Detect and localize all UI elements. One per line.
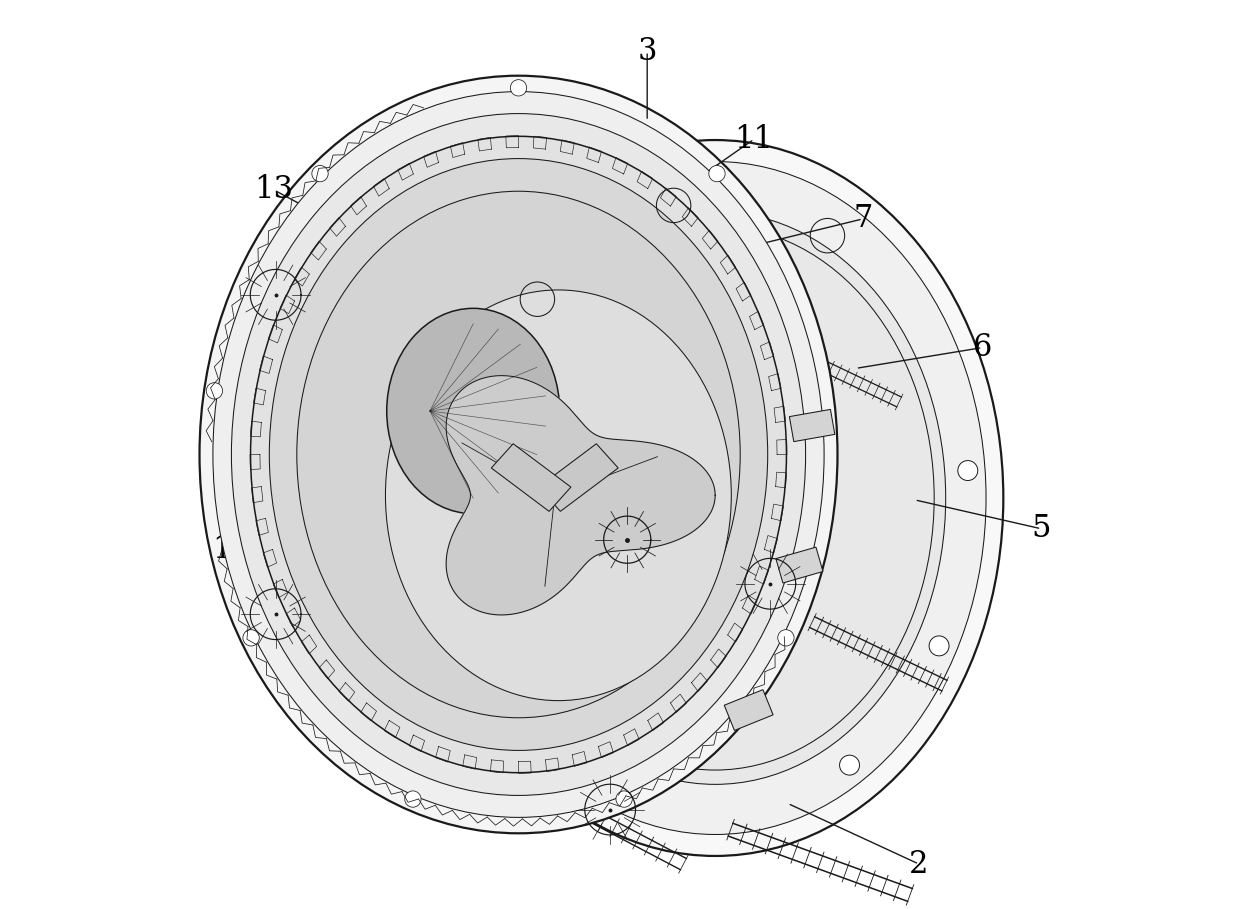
Circle shape xyxy=(957,461,978,481)
Ellipse shape xyxy=(213,92,825,817)
Polygon shape xyxy=(538,444,619,512)
Polygon shape xyxy=(790,409,835,442)
Text: 8: 8 xyxy=(472,758,492,789)
Circle shape xyxy=(929,636,949,656)
Text: 13: 13 xyxy=(254,175,294,205)
Circle shape xyxy=(839,755,859,775)
Polygon shape xyxy=(491,444,570,512)
Circle shape xyxy=(243,630,259,646)
Circle shape xyxy=(404,791,422,807)
Ellipse shape xyxy=(296,191,740,718)
Text: 9: 9 xyxy=(291,412,311,443)
Ellipse shape xyxy=(250,136,786,773)
Text: 1: 1 xyxy=(222,498,242,529)
Circle shape xyxy=(777,630,794,646)
Ellipse shape xyxy=(387,308,559,514)
Text: 6: 6 xyxy=(973,332,992,363)
Text: 12: 12 xyxy=(309,667,347,698)
Text: 5: 5 xyxy=(1032,514,1052,544)
Text: 11: 11 xyxy=(734,124,774,155)
Polygon shape xyxy=(724,690,773,731)
Ellipse shape xyxy=(427,140,1003,856)
Ellipse shape xyxy=(200,75,837,834)
Ellipse shape xyxy=(485,212,946,784)
Text: 10: 10 xyxy=(213,534,252,565)
Text: 7: 7 xyxy=(853,204,873,235)
Ellipse shape xyxy=(444,162,986,834)
Polygon shape xyxy=(446,375,715,615)
Text: 3: 3 xyxy=(637,35,657,66)
Circle shape xyxy=(312,165,329,182)
Circle shape xyxy=(511,80,527,96)
Ellipse shape xyxy=(232,114,806,795)
Text: 2: 2 xyxy=(909,849,929,880)
Ellipse shape xyxy=(386,290,732,701)
Circle shape xyxy=(616,791,632,807)
Ellipse shape xyxy=(269,158,768,751)
Circle shape xyxy=(709,165,725,182)
Circle shape xyxy=(206,383,222,399)
Polygon shape xyxy=(776,547,823,583)
